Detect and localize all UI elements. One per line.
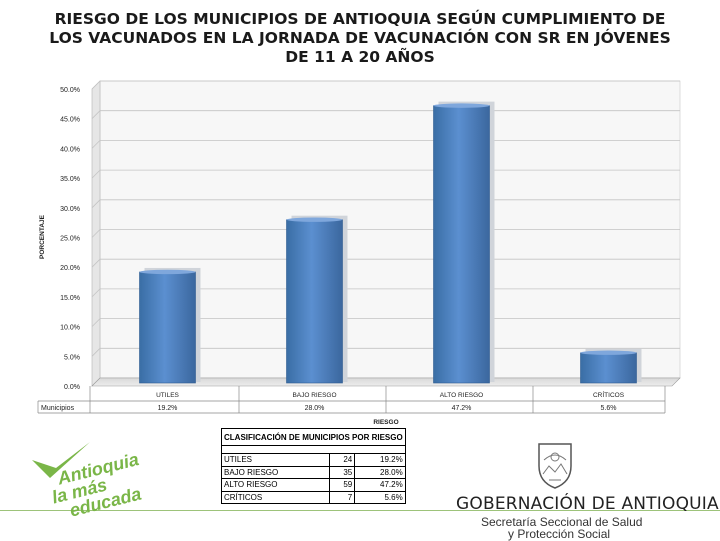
bar: [580, 352, 637, 384]
secretariat-line-1: Secretaría Seccional de Salud: [481, 515, 643, 529]
y-tick-label: 0.0%: [64, 384, 80, 391]
coat-of-arms-logo: [538, 443, 572, 489]
antioquia-la-mas-educada-logo: Antioquia la más educada: [32, 442, 143, 521]
y-tick-label: 45.0%: [60, 117, 80, 124]
row-label: CRÍTICOS: [221, 490, 330, 504]
x-axis-title: RIESGO: [373, 419, 398, 426]
row-percent: 5.6%: [354, 490, 406, 504]
data-label: 47.2%: [452, 405, 472, 412]
classification-table: CLASIFICACIÓN DE MUNICIPIOS POR RIESGO U…: [221, 428, 406, 504]
bar-top: [139, 269, 196, 275]
data-table-series-label: Municipios: [41, 405, 75, 412]
y-tick-label: 25.0%: [60, 236, 80, 243]
bar-chart: 0.0% 5.0% 10.0% 15.0% 20.0% 25.0% 30.0% 35.0% 40…: [37, 80, 681, 426]
governorship-name: GOBERNACIÓN DE ANTIOQUIA: [456, 494, 719, 514]
y-tick-label: 50.0%: [60, 87, 80, 94]
data-label: 28.0%: [305, 405, 325, 412]
x-tick-label: ALTO RIESGO: [440, 392, 483, 399]
table-row: BAJO RIESGO 35 28.0%: [221, 465, 406, 479]
y-tick-label: 40.0%: [60, 146, 80, 153]
data-label: 19.2%: [158, 405, 178, 412]
row-label: UTILES: [221, 453, 330, 467]
row-percent: 19.2%: [354, 453, 406, 467]
row-percent: 28.0%: [354, 465, 406, 479]
table-row: UTILES 24 19.2%: [221, 453, 406, 467]
x-tick-label: UTILES: [156, 392, 179, 399]
classification-table-header: CLASIFICACIÓN DE MUNICIPIOS POR RIESGO: [221, 428, 406, 446]
data-label: 5.6%: [601, 405, 617, 412]
bar: [139, 271, 196, 384]
chart-title-line-3: DE 11 A 20 AÑOS: [285, 48, 435, 66]
row-label: ALTO RIESGO: [221, 478, 330, 492]
y-tick-label: 10.0%: [60, 325, 80, 332]
bar-top: [286, 217, 343, 222]
bar-top: [580, 350, 637, 355]
y-gridline: [91, 80, 680, 90]
y-tick-label: 35.0%: [60, 176, 80, 183]
y-tick-label: 20.0%: [60, 265, 80, 272]
bar: [433, 105, 490, 384]
table-row: ALTO RIESGO 59 47.2%: [221, 478, 406, 492]
y-tick-label: 15.0%: [60, 295, 80, 302]
y-tick-label: 30.0%: [60, 206, 80, 213]
chart-title-line-2: LOS VACUNADOS EN LA JORNADA DE VACUNACIÓ…: [49, 29, 671, 47]
classification-table-spacer: [221, 445, 406, 454]
row-label: BAJO RIESGO: [221, 465, 330, 479]
x-tick-label: CRÍTICOS: [593, 390, 625, 399]
row-count: 35: [328, 465, 356, 479]
secretariat-line-2: y Protección Social: [508, 527, 611, 541]
bar-top: [433, 103, 490, 108]
x-tick-label: BAJO RIESGO: [292, 392, 336, 399]
row-count: 7: [328, 490, 356, 504]
footer-divider: [0, 510, 720, 511]
checkmark-icon: [32, 442, 90, 478]
y-axis-title: PORCENTAJE: [39, 214, 46, 259]
chart-title: RIESGO DE LOS MUNICIPIOS DE ANTIOQUIA SE…: [40, 10, 680, 67]
plot-floor: [91, 377, 681, 387]
chart-title-line-1: RIESGO DE LOS MUNICIPIOS DE ANTIOQUIA SE…: [54, 10, 666, 28]
bar: [286, 219, 343, 384]
y-tick-label: 5.0%: [64, 354, 80, 361]
table-row: CRÍTICOS 7 5.6%: [221, 490, 406, 504]
row-count: 59: [328, 478, 356, 492]
row-count: 24: [328, 453, 356, 467]
row-percent: 47.2%: [354, 478, 406, 492]
coat-of-arms-icon: [538, 443, 572, 489]
